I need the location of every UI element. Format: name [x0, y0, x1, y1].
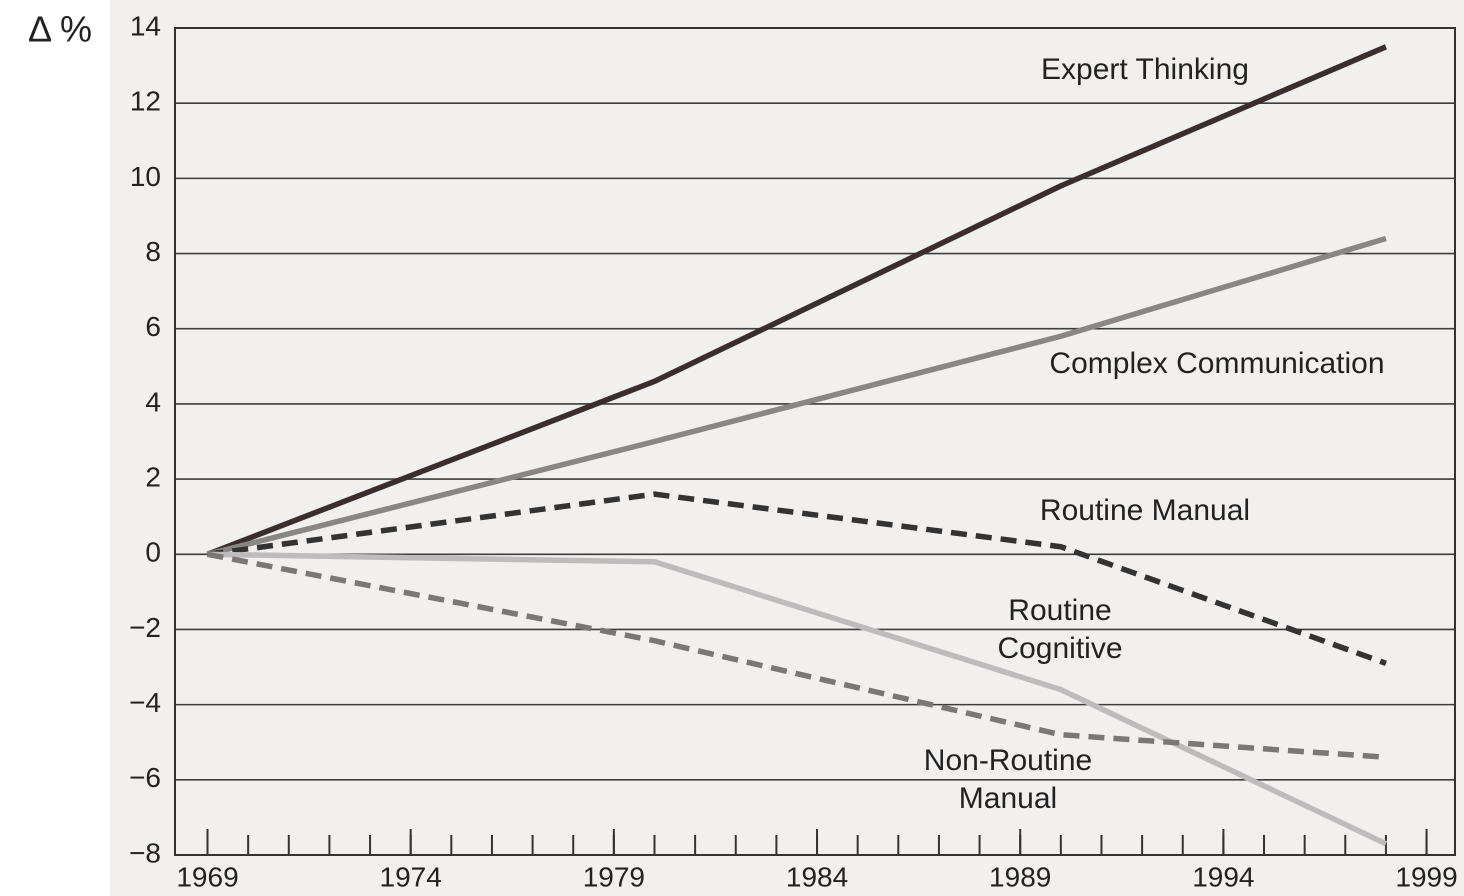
y-axis-label: Δ %	[28, 9, 92, 50]
series-label: Routine Cognitive	[997, 594, 1123, 665]
y-tick-label: 10	[130, 161, 161, 192]
y-tick-label: 6	[145, 311, 161, 342]
y-tick-label: 4	[145, 386, 161, 417]
y-tick-label: 14	[130, 10, 161, 41]
y-tick-label: −6	[129, 762, 161, 793]
background	[110, 0, 1464, 896]
y-tick-label: 12	[130, 86, 161, 117]
x-tick-label: 1994	[1192, 861, 1254, 892]
series-label: Non-Routine Manual	[923, 744, 1093, 815]
x-tick-label: 1999	[1395, 861, 1457, 892]
y-tick-label: 2	[145, 461, 161, 492]
series-line	[207, 551, 1388, 847]
series-line	[206, 235, 1387, 557]
series-label: Routine Manual	[1039, 494, 1251, 527]
plot-frame	[174, 27, 1456, 856]
x-tick-label: 1984	[786, 861, 848, 892]
y-tick-label: −2	[129, 612, 161, 643]
series-line	[206, 551, 1387, 761]
x-tick-label: 1979	[583, 861, 645, 892]
y-tick-label: 0	[145, 537, 161, 568]
x-tick-label: 1989	[989, 861, 1051, 892]
series-label: Expert Thinking	[1041, 53, 1249, 86]
series-line	[207, 491, 1387, 666]
x-tick-label: 1969	[176, 861, 238, 892]
y-tick-label: 8	[145, 236, 161, 267]
x-tick-label: 1974	[380, 861, 442, 892]
series-line	[206, 44, 1388, 557]
y-tick-label: −8	[129, 837, 161, 868]
series-label: Complex Communication	[1049, 347, 1385, 380]
y-tick-label: −4	[129, 687, 161, 718]
